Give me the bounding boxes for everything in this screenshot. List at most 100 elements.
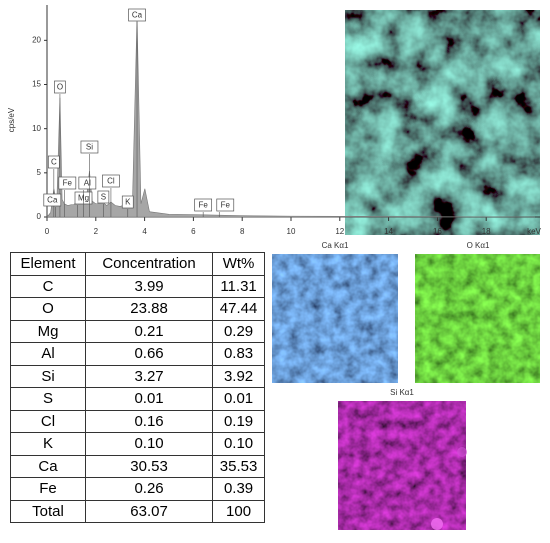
table-cell: Cl <box>10 409 86 433</box>
si-map <box>338 401 466 530</box>
table-cell: 0.10 <box>84 432 214 456</box>
table-cell: Wt% <box>212 252 265 276</box>
peak-label: Cl <box>107 177 115 186</box>
peak-label-box <box>121 195 134 209</box>
table-cell: Ca <box>10 454 86 478</box>
peak-label: Ca <box>132 11 143 20</box>
y-tick-label: 5 <box>37 168 42 177</box>
peak-label: K <box>125 198 131 207</box>
x-tick-label: 18 <box>482 227 491 236</box>
table-cell: 0.16 <box>84 409 214 433</box>
table-cell: 0.10 <box>212 432 265 456</box>
table-cell: Si <box>10 364 86 388</box>
x-tick-label: 10 <box>287 227 296 236</box>
x-tick-label: 0 <box>45 227 50 236</box>
x-tick-label: 12 <box>335 227 344 236</box>
table-row: Si 3.27 3.92 <box>10 364 265 388</box>
table-cell: 0.21 <box>84 319 214 343</box>
peak-label-box <box>78 176 97 190</box>
table-row: Cl 0.16 0.19 <box>10 409 265 433</box>
peak-label-box <box>102 174 120 188</box>
table-row: Al 0.66 0.83 <box>10 342 265 366</box>
table-row: O 23.88 47.44 <box>10 297 265 321</box>
table-cell: 23.88 <box>84 297 214 321</box>
peak-label: S <box>101 193 106 202</box>
peak-label: O <box>57 83 63 92</box>
x-tick-label: 14 <box>384 227 393 236</box>
table-cell: 3.27 <box>84 364 214 388</box>
peak-label-box <box>54 80 66 94</box>
table-cell: S <box>10 387 86 411</box>
x-tick-label: 8 <box>240 227 245 236</box>
peak-label-box <box>58 176 77 190</box>
table-row: Mg 0.21 0.29 <box>10 319 265 343</box>
table-cell: O <box>10 297 86 321</box>
map-title: Si Kα1 <box>390 388 414 397</box>
x-tick-label: 6 <box>191 227 196 236</box>
y-tick-label: 20 <box>32 35 41 44</box>
x-axis-label: keV <box>527 227 541 236</box>
table-row: Fe 0.26 0.39 <box>10 477 265 501</box>
table-cell: 3.99 <box>84 274 214 298</box>
table-cell: 0.66 <box>84 342 214 366</box>
peak-label-box <box>194 198 213 212</box>
table-cell: 0.83 <box>212 342 265 366</box>
table-cell: 0.39 <box>212 477 265 501</box>
table-cell: 0.01 <box>84 387 214 411</box>
peak-label-box <box>97 190 110 204</box>
table-row: Element Concentration Wt% <box>10 252 265 276</box>
table-cell: C <box>10 274 86 298</box>
si-spot <box>431 518 443 530</box>
table-cell: Fe <box>10 477 86 501</box>
ca-map <box>272 254 398 383</box>
table-cell: 3.92 <box>212 364 265 388</box>
element-table: Element Concentration Wt% C 3.99 11.31 O 23.88 4… <box>10 252 265 523</box>
peak-label: Si <box>86 143 93 152</box>
o-map <box>415 254 540 383</box>
table-cell: Mg <box>10 319 86 343</box>
table-cell: K <box>10 432 86 456</box>
peak-label-box <box>216 198 235 212</box>
table-row: K 0.10 0.10 <box>10 432 265 456</box>
table-cell: 0.19 <box>212 409 265 433</box>
table-cell: Al <box>10 342 86 366</box>
table-cell: 0.01 <box>212 387 265 411</box>
table-cell: 11.31 <box>212 274 265 298</box>
peak-label-box <box>80 140 99 154</box>
table-cell: 35.53 <box>212 454 265 478</box>
table-cell: Concentration <box>84 252 214 276</box>
y-tick-label: 15 <box>32 80 41 89</box>
peak-label-box <box>43 193 62 207</box>
peak-label-box <box>128 8 146 22</box>
y-tick-label: 10 <box>32 124 41 133</box>
table-row: C 3.99 11.31 <box>10 274 265 298</box>
sem-image <box>345 10 540 235</box>
y-tick-label: 0 <box>37 212 42 221</box>
peak-label-box <box>47 155 60 169</box>
x-tick-label: 16 <box>433 227 442 236</box>
table-cell: Element <box>10 252 86 276</box>
map-title: O Kα1 <box>467 241 490 250</box>
peak-label: Fe <box>63 179 73 188</box>
table-cell: 47.44 <box>212 297 265 321</box>
table-cell: 100 <box>212 499 265 523</box>
peak-label: Al <box>84 179 91 188</box>
table-cell: 30.53 <box>84 454 214 478</box>
map-title: Ca Kα1 <box>322 241 349 250</box>
table-cell: 63.07 <box>84 499 214 523</box>
si-spot <box>457 447 467 457</box>
table-cell: Total <box>10 499 86 523</box>
peak-label: Fe <box>221 201 231 210</box>
table-row: Total 63.07 100 <box>10 499 265 523</box>
peak-label: Fe <box>198 201 208 210</box>
peak-label: Ca <box>47 196 58 205</box>
table-cell: 0.26 <box>84 477 214 501</box>
table-row: S 0.01 0.01 <box>10 387 265 411</box>
x-tick-label: 2 <box>94 227 99 236</box>
table-cell: 0.29 <box>212 319 265 343</box>
peak-label: C <box>51 158 57 167</box>
table-row: Ca 30.53 35.53 <box>10 454 265 478</box>
x-tick-label: 4 <box>142 227 147 236</box>
